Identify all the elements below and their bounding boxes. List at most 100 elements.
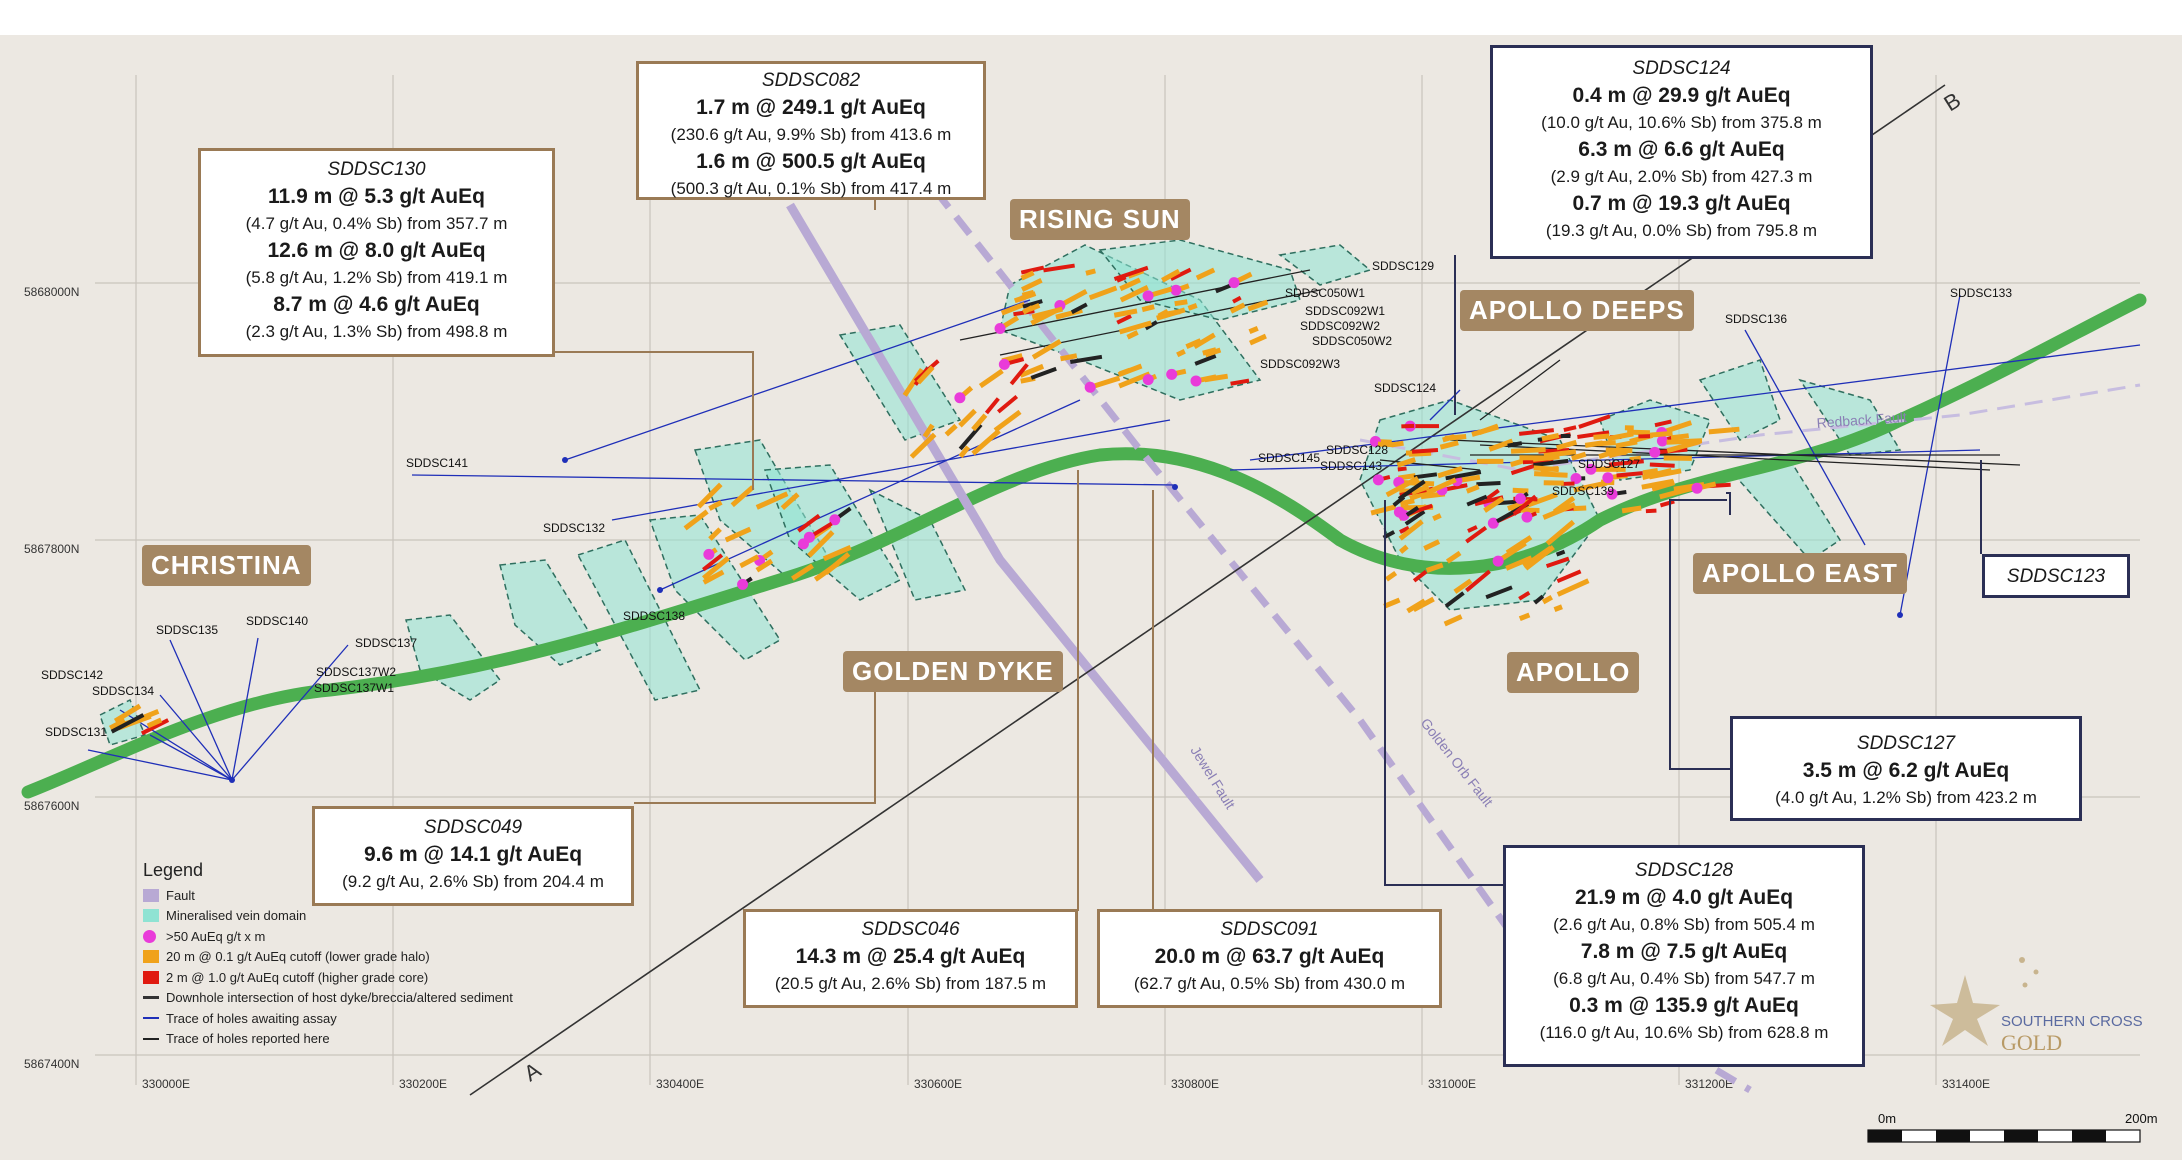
intersection-mark bbox=[1249, 333, 1267, 346]
reported-line-icon bbox=[143, 1037, 159, 1040]
legend-item: Mineralised vein domain bbox=[143, 906, 513, 927]
intersection-mark bbox=[780, 492, 800, 510]
prospect-label-rising-sun: RISING SUN bbox=[1010, 199, 1190, 240]
hole-label: SDDSC137W1 bbox=[314, 681, 394, 695]
intersection-mark bbox=[1485, 585, 1513, 600]
intersection-mark bbox=[1392, 495, 1406, 507]
callout-detail: (19.3 g/t Au, 0.0% Sb) from 795.8 m bbox=[1545, 221, 1818, 240]
hole-label: SDDSC050W1 bbox=[1285, 286, 1365, 300]
intersection-mark bbox=[916, 365, 935, 385]
scale-bar: 0m 200m bbox=[1867, 1111, 2158, 1143]
intersection-mark bbox=[1563, 425, 1577, 433]
hole-label: SDDSC124 bbox=[1374, 381, 1436, 395]
intersection-mark bbox=[1467, 525, 1478, 533]
intersection-mark bbox=[1398, 519, 1424, 541]
high-grade-point bbox=[1372, 474, 1384, 486]
intersection-mark bbox=[1522, 545, 1553, 569]
intersection-mark bbox=[708, 500, 723, 511]
scale-bar-end-label: 200m bbox=[2125, 1111, 2158, 1126]
intersection-mark bbox=[807, 530, 835, 558]
callout-hole-id: SDDSC128 bbox=[1634, 860, 1734, 881]
fault-label-redback: Redback Fault bbox=[1816, 409, 1907, 431]
intersection-mark bbox=[1642, 468, 1659, 476]
intersection-mark bbox=[1584, 440, 1603, 448]
legend-label: Fault bbox=[166, 887, 195, 903]
northing-label: 5867800N bbox=[24, 542, 79, 556]
intersection-mark bbox=[1141, 304, 1155, 313]
hole-label: SDDSC140 bbox=[246, 614, 308, 628]
intersection-mark bbox=[1398, 544, 1409, 554]
intersection-mark bbox=[1556, 569, 1582, 584]
intersection-mark bbox=[1163, 309, 1181, 317]
intersection-mark bbox=[993, 409, 1022, 433]
hole-label: SDDSC134 bbox=[92, 684, 154, 698]
intersection-mark bbox=[702, 556, 730, 581]
intersection-mark bbox=[1229, 302, 1246, 314]
intersection-mark bbox=[1195, 267, 1216, 281]
intersection-mark bbox=[1465, 484, 1480, 494]
intersection-mark bbox=[1405, 505, 1420, 517]
intersection-mark bbox=[1397, 466, 1407, 472]
high-grade-point bbox=[1606, 488, 1618, 500]
intersection-mark bbox=[978, 368, 1004, 389]
intersection-mark bbox=[739, 554, 760, 569]
legend-label: 20 m @ 0.1 g/t AuEq cutoff (lower grade … bbox=[166, 949, 430, 965]
intersection-mark bbox=[683, 509, 709, 531]
intersection-mark bbox=[730, 485, 755, 508]
drill-intersections bbox=[109, 263, 1740, 736]
intersection-mark bbox=[1185, 338, 1202, 349]
intersection-mark bbox=[702, 553, 724, 572]
intersection-mark bbox=[1113, 265, 1149, 281]
intersection-mark bbox=[1533, 465, 1559, 473]
easting-label: 330600E bbox=[914, 1077, 962, 1091]
callout-sddsc082: SDDSC082 1.7 m @ 249.1 g/t AuEq (230.6 g… bbox=[636, 61, 986, 200]
intersection-mark bbox=[1161, 268, 1181, 283]
intersection-mark bbox=[1621, 505, 1642, 514]
callout-intercept: 0.4 m @ 29.9 g/t AuEq bbox=[1572, 84, 1791, 107]
intersection-mark bbox=[1523, 492, 1558, 509]
intersection-mark bbox=[944, 423, 958, 437]
legend-item: Fault bbox=[143, 885, 513, 906]
high-grade-point bbox=[1602, 472, 1614, 484]
intersection-mark bbox=[1060, 353, 1078, 362]
high-grade-point bbox=[1585, 463, 1597, 475]
intersection-mark bbox=[1009, 363, 1029, 386]
intersection-mark bbox=[1411, 448, 1439, 454]
intersection-mark bbox=[1230, 378, 1250, 386]
vein-domain-swatch-icon bbox=[143, 909, 159, 923]
intersection-mark bbox=[1404, 509, 1426, 526]
callout-sddsc046: SDDSC046 14.3 m @ 25.4 g/t AuEq (20.5 g/… bbox=[743, 909, 1078, 1008]
intersection-mark bbox=[1478, 423, 1499, 435]
intersection-mark bbox=[1000, 301, 1026, 316]
hole-label: SDDSC092W2 bbox=[1300, 319, 1380, 333]
callout-hole-id: SDDSC091 bbox=[1220, 919, 1319, 940]
logo-star-icon bbox=[1930, 975, 2000, 1046]
intersection-mark bbox=[1406, 598, 1427, 614]
intersection-mark bbox=[1070, 302, 1088, 315]
callout-detail: (5.8 g/t Au, 1.2% Sb) from 419.1 m bbox=[245, 268, 508, 287]
intersection-mark bbox=[1399, 525, 1410, 534]
hole-label: SDDSC142 bbox=[41, 668, 103, 682]
intersection-mark bbox=[922, 423, 935, 439]
intersection-mark bbox=[1649, 462, 1675, 468]
intersection-mark bbox=[1488, 438, 1514, 452]
callout-sddsc130: SDDSC130 11.9 m @ 5.3 g/t AuEq (4.7 g/t … bbox=[198, 148, 555, 357]
intersection-mark bbox=[1432, 513, 1442, 522]
hole-label: SDDSC137 bbox=[355, 636, 417, 650]
intersection-mark bbox=[1232, 295, 1242, 304]
intersection-mark bbox=[1465, 569, 1491, 593]
intersection-mark bbox=[1512, 487, 1529, 494]
high-grade-point bbox=[954, 392, 966, 404]
intersection-mark bbox=[755, 558, 774, 573]
intersection-mark bbox=[1412, 569, 1428, 583]
callout-detail: (2.3 g/t Au, 1.3% Sb) from 498.8 m bbox=[245, 322, 508, 341]
intersection-mark bbox=[1043, 263, 1075, 273]
prospect-label-christina: CHRISTINA bbox=[142, 545, 311, 586]
callout-intercept: 3.5 m @ 6.2 g/t AuEq bbox=[1802, 759, 2010, 782]
awaiting-assay-line-icon bbox=[143, 1017, 159, 1020]
intersection-mark bbox=[1020, 265, 1045, 275]
callout-sddsc127: SDDSC127 3.5 m @ 6.2 g/t AuEq (4.0 g/t A… bbox=[1730, 716, 2082, 821]
callout-intercept: 1.7 m @ 249.1 g/t AuEq bbox=[696, 96, 926, 119]
intersection-mark bbox=[1522, 458, 1554, 465]
intersection-mark bbox=[1215, 282, 1233, 294]
